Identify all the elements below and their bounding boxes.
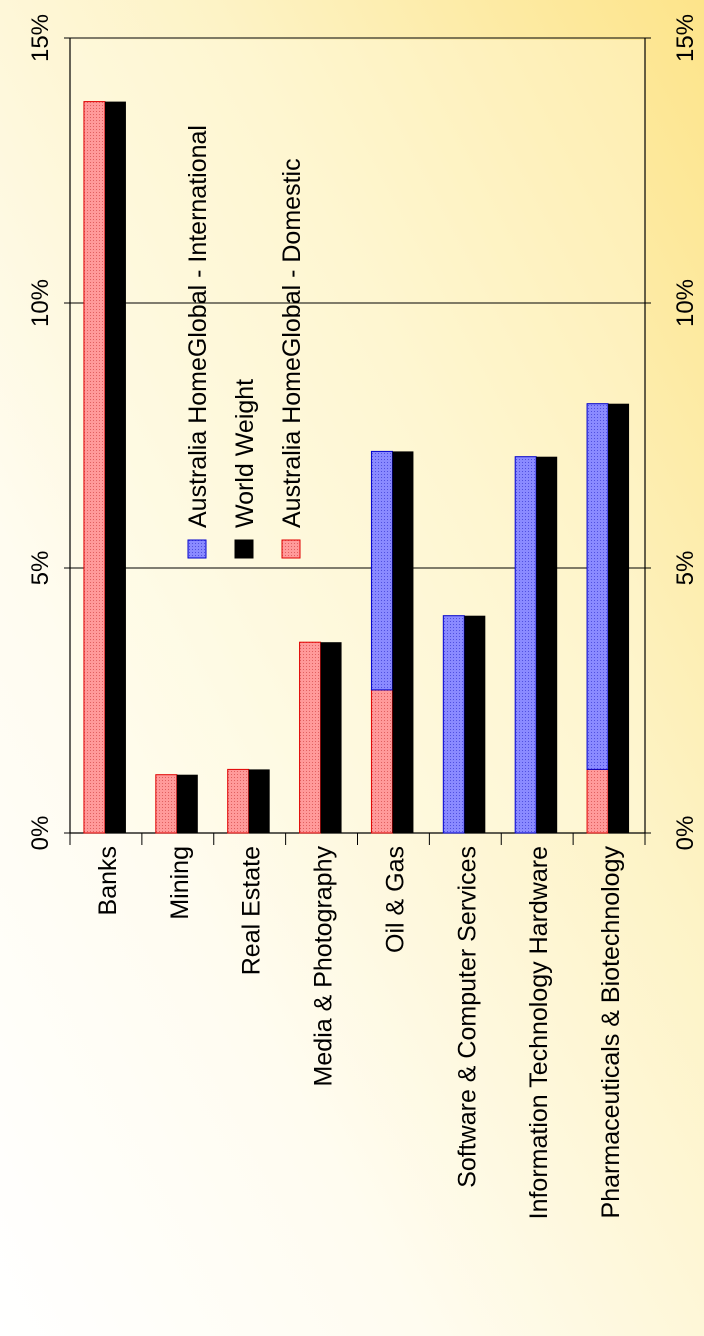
bar-domestic <box>370 689 393 834</box>
tick-label-right: 15% <box>672 14 699 62</box>
bar-world-weight <box>536 456 558 833</box>
category-labels: Banks Mining Real Estate Media & Photograph… <box>94 846 625 1220</box>
category-label: Information Technology Hardware <box>525 846 553 1219</box>
bar-domestic <box>227 768 250 834</box>
tick-label-right: 10% <box>672 279 699 327</box>
category-label: Real Estate <box>238 846 266 975</box>
tick-labels: 0% 0% 5% 5% 10% 10% 15% 15% <box>27 14 699 850</box>
category-label: Oil & Gas <box>381 846 409 953</box>
legend-label: Australia HomeGlobal - International <box>184 125 212 528</box>
tick-label-right: 0% <box>672 816 699 851</box>
category-label: Mining <box>166 846 194 920</box>
bar-world-weight <box>464 615 486 833</box>
bar-domestic <box>299 641 322 834</box>
tick-label-left: 5% <box>27 551 54 586</box>
bar-world-weight <box>392 451 414 833</box>
bar-world-weight <box>104 101 126 834</box>
bar-international <box>442 615 465 834</box>
category-label: Media & Photography <box>310 846 338 1087</box>
tick-label-right: 5% <box>672 551 699 586</box>
plot-area-background <box>70 40 645 830</box>
bar-world-weight <box>176 774 198 833</box>
category-label: Pharmaceuticals & Biotechnology <box>597 846 625 1219</box>
tick-label-left: 0% <box>27 816 54 851</box>
bar-world-weight <box>608 403 630 833</box>
bar-international <box>586 403 609 770</box>
category-label: Banks <box>94 846 122 915</box>
bar-domestic <box>586 768 609 834</box>
legend-swatch <box>234 539 254 559</box>
bar-domestic <box>83 101 106 834</box>
legend-swatch <box>187 539 207 559</box>
legend: Australia HomeGlobal - International Worl… <box>184 125 306 559</box>
legend-swatch <box>281 539 301 559</box>
legend-label: World Weight <box>231 379 259 528</box>
bars <box>83 101 630 834</box>
bar-international <box>370 450 393 691</box>
tick-label-left: 10% <box>27 279 54 327</box>
bar-international <box>514 456 537 834</box>
bar-world-weight <box>248 769 270 833</box>
bar-domestic <box>155 774 178 834</box>
bar-world-weight <box>320 642 342 833</box>
category-label: Software & Computer Services <box>453 846 481 1188</box>
legend-label: Australia HomeGlobal - Domestic <box>278 158 306 528</box>
tick-label-left: 15% <box>27 14 54 62</box>
